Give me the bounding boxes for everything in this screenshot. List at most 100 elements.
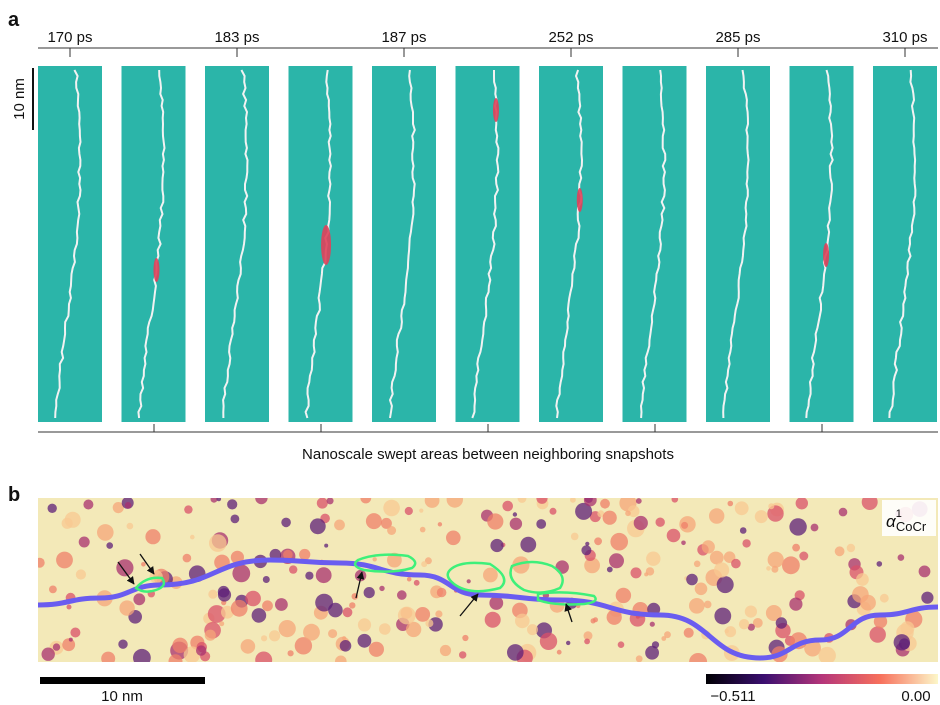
cluster — [383, 500, 400, 517]
cluster — [550, 508, 557, 515]
cluster — [789, 598, 802, 611]
cluster — [219, 621, 224, 626]
subscript: CoCr — [896, 519, 927, 534]
cluster — [880, 594, 889, 603]
cluster — [303, 624, 320, 641]
cluster — [349, 602, 355, 608]
cluster — [689, 653, 707, 671]
cluster — [369, 642, 384, 657]
cluster — [56, 552, 73, 569]
cluster — [184, 505, 192, 513]
cluster — [609, 553, 624, 568]
cluster — [231, 600, 248, 617]
cluster — [616, 588, 631, 603]
cluster — [483, 568, 498, 583]
cluster — [695, 583, 708, 596]
cluster — [245, 591, 261, 607]
cluster — [169, 654, 183, 668]
cluster — [419, 509, 423, 513]
swept-area — [493, 98, 499, 122]
cluster — [745, 606, 757, 618]
cluster — [490, 539, 503, 552]
cluster — [689, 598, 705, 614]
cluster — [740, 527, 747, 534]
cluster — [513, 512, 517, 516]
map — [35, 491, 938, 671]
cluster — [646, 552, 660, 566]
cluster — [709, 508, 724, 523]
snapshot — [456, 66, 520, 422]
cluster — [364, 587, 375, 598]
cluster — [446, 531, 461, 546]
cluster — [766, 566, 771, 571]
cluster — [101, 652, 115, 666]
cluster — [358, 634, 372, 648]
cluster — [796, 497, 808, 509]
scale-bar-label: 10 nm — [11, 78, 28, 120]
cluster — [79, 537, 90, 548]
time-label: 170 ps — [47, 29, 92, 46]
scale-bar-label: 10 nm — [101, 688, 143, 705]
cluster — [634, 516, 648, 530]
swept-area — [321, 225, 331, 265]
cluster — [600, 499, 610, 509]
cluster — [782, 556, 800, 574]
cluster — [255, 652, 272, 669]
cluster — [269, 630, 280, 641]
cluster — [894, 634, 910, 650]
cluster — [584, 639, 590, 645]
cluster — [540, 633, 557, 650]
cluster — [299, 549, 310, 560]
cluster — [190, 535, 195, 540]
cluster — [811, 524, 819, 532]
cluster — [515, 614, 530, 629]
cluster — [870, 626, 886, 642]
cluster — [437, 588, 447, 598]
cluster — [735, 501, 749, 515]
cluster — [507, 644, 524, 661]
cluster — [625, 511, 631, 517]
time-label: 187 ps — [381, 29, 426, 46]
cluster — [289, 565, 297, 573]
cluster — [398, 607, 416, 625]
cluster — [714, 608, 731, 625]
cluster — [172, 638, 187, 653]
cluster — [667, 529, 681, 543]
cluster — [324, 544, 328, 548]
cluster — [900, 621, 914, 635]
cluster — [360, 493, 371, 504]
cluster — [661, 636, 666, 641]
cluster — [343, 607, 353, 617]
cluster — [566, 641, 570, 645]
cluster — [755, 510, 768, 523]
cluster — [672, 496, 679, 503]
time-labels: 170 ps183 ps187 ps252 ps285 ps310 ps — [47, 29, 927, 57]
cluster — [119, 600, 134, 615]
bottom-ticks — [154, 424, 822, 432]
cluster — [48, 504, 57, 513]
snapshot — [122, 66, 186, 422]
caption: Nanoscale swept areas between neighborin… — [302, 446, 674, 463]
snapshot — [539, 66, 603, 422]
cluster — [467, 579, 471, 583]
cluster — [862, 494, 878, 510]
snapshots — [38, 66, 937, 422]
cluster — [263, 576, 270, 583]
cluster — [366, 513, 382, 529]
cluster — [373, 557, 377, 561]
cluster — [487, 513, 503, 529]
cluster — [106, 542, 113, 549]
cluster — [205, 630, 216, 641]
colorbar-max: 0.00 — [901, 688, 930, 705]
cluster — [799, 552, 808, 561]
cluster — [681, 541, 686, 546]
cluster — [510, 518, 522, 530]
cluster — [133, 649, 151, 667]
cluster — [421, 561, 427, 567]
cluster — [652, 641, 659, 648]
cluster — [681, 522, 688, 529]
snapshot — [289, 66, 353, 422]
cluster — [218, 588, 231, 601]
cluster — [585, 542, 589, 546]
cluster — [208, 590, 217, 599]
